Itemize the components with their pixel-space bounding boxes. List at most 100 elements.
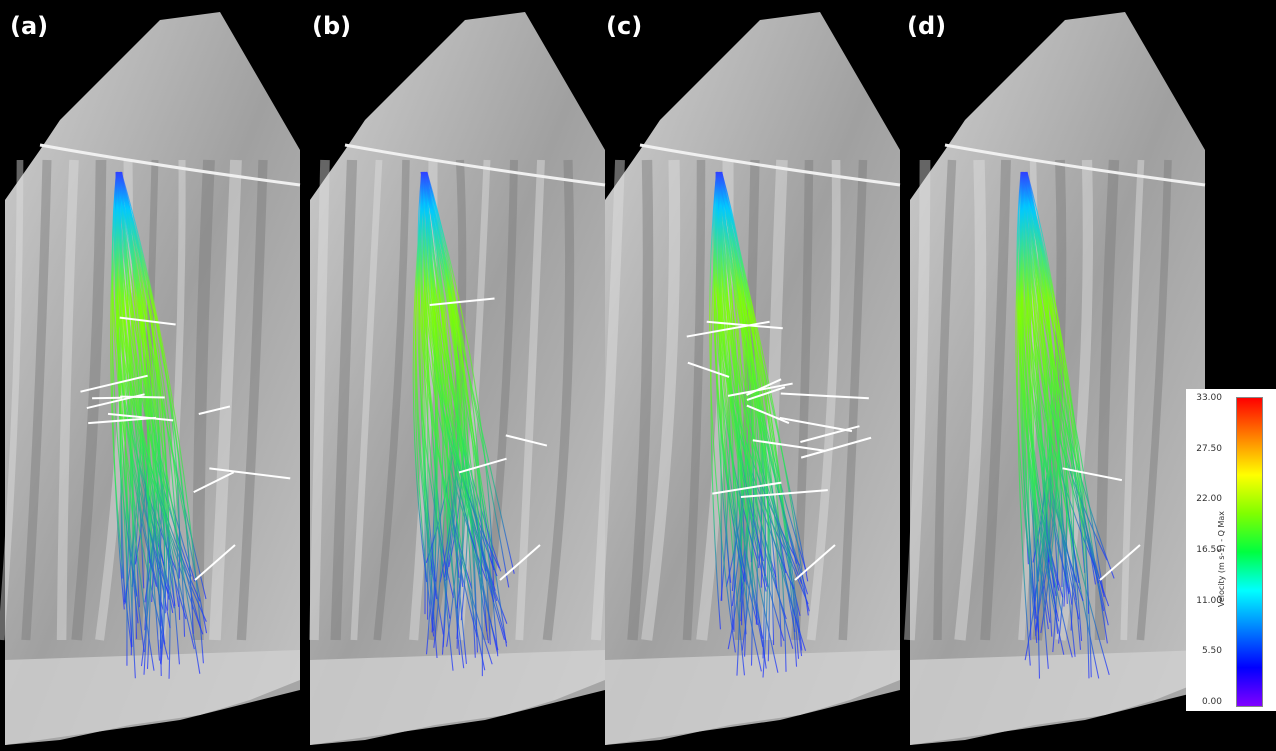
road (39, 143, 301, 187)
flow-path (718, 171, 809, 616)
trajectory-segment (706, 320, 783, 330)
trajectory-segment (80, 374, 148, 393)
flow-path (426, 171, 465, 568)
terrain-ridge (1120, 159, 1145, 641)
trajectory-segment (794, 544, 836, 581)
trajectory-segment (499, 544, 541, 581)
flow-path (418, 171, 437, 582)
flow-path (116, 171, 201, 674)
panel-label-a: (a) (10, 12, 49, 40)
flow-path (116, 171, 208, 634)
flow-path (118, 171, 170, 611)
trajectory-segment (88, 416, 157, 425)
trajectory-segment (800, 425, 860, 443)
terrain-ridge (71, 159, 107, 641)
terrain-ridge (591, 159, 625, 641)
panel-label-d: (d) (907, 12, 947, 40)
flow-path (721, 171, 758, 625)
flow-path (417, 171, 493, 665)
trajectory-segment (209, 467, 291, 480)
trajectory-segment (740, 489, 828, 498)
trajectory-segment (458, 457, 507, 474)
terrain-panel (904, 12, 1206, 745)
flow-path (715, 171, 748, 657)
legend-title: Velocity (m s-1) - Q Max (1217, 511, 1226, 607)
flow-path (1021, 171, 1055, 631)
flow-path (716, 171, 809, 595)
flow-path (1024, 171, 1060, 634)
flow-path (117, 171, 171, 629)
terrain-ridge (806, 159, 841, 641)
flow-path (716, 171, 767, 592)
flow-path (421, 171, 438, 659)
terrain-ridge (980, 159, 1011, 641)
legend-tick: 22.00 (1196, 494, 1222, 505)
flow-path (116, 171, 126, 603)
flow-path (714, 171, 732, 583)
flow-path (1018, 171, 1038, 644)
terrain-panel (309, 12, 606, 745)
flow-path (1026, 171, 1075, 631)
flow-path (1023, 171, 1070, 595)
terrain-ridge (209, 159, 242, 641)
terrain-ridge (350, 159, 383, 641)
flow-path (720, 171, 723, 601)
valley-floor (910, 650, 1205, 745)
flow-path (425, 171, 469, 621)
legend-tick: 0.00 (1201, 697, 1222, 707)
flow-path (1020, 171, 1040, 641)
flow-path (422, 171, 483, 677)
flow-path (120, 171, 204, 664)
terrain-ridge (236, 159, 268, 641)
trajectory-segment (752, 439, 825, 452)
flow-path (1018, 171, 1073, 658)
flow-path (115, 171, 201, 602)
trajectory-segment (779, 416, 853, 433)
flow-path (116, 171, 157, 587)
trajectory-segment (746, 404, 790, 424)
terrain-ridge (1055, 159, 1094, 641)
trajectory-segment (429, 297, 495, 306)
terrain-ridge (627, 159, 654, 641)
flow-path (717, 171, 748, 585)
flow-path (719, 171, 809, 605)
trajectory-segment (727, 382, 793, 397)
trajectory-segment (800, 436, 872, 459)
terrain-ridge (0, 159, 24, 641)
flow-path (720, 171, 808, 573)
flow-path (720, 171, 803, 584)
trajectory-segment (505, 434, 548, 447)
trajectory-segment (746, 378, 782, 396)
flow-path (415, 171, 444, 635)
flow-path (1020, 171, 1049, 636)
terrain-ridge (21, 159, 52, 641)
road (344, 143, 606, 187)
terrain-ridge (838, 159, 868, 641)
flow-path (111, 171, 138, 597)
terrain-ridge (682, 159, 706, 641)
terrain-ridge (542, 159, 575, 641)
terrain-panel (591, 12, 901, 745)
terrain-panel (0, 12, 301, 745)
flow-path (716, 171, 775, 645)
trajectory-segment (92, 396, 123, 400)
flow-path (1025, 171, 1097, 585)
trajectory-segment (194, 544, 236, 581)
terrain-ridge (56, 159, 79, 641)
flow-path (420, 171, 478, 638)
trajectory-segment (780, 392, 869, 400)
flow-path (414, 171, 435, 637)
valley-floor (310, 650, 605, 745)
trajectory-segment (687, 361, 730, 378)
trajectory-segment (198, 405, 231, 415)
terrain-ridge (1136, 159, 1172, 641)
flow-path (718, 171, 801, 616)
flow-path (118, 171, 176, 607)
flow-path (117, 171, 151, 564)
terrain-ridge (158, 159, 186, 641)
legend-tick: 11.00 (1196, 595, 1222, 606)
flow-path (114, 171, 207, 622)
valley-floor (5, 650, 300, 745)
terrain-ridge (933, 159, 957, 641)
